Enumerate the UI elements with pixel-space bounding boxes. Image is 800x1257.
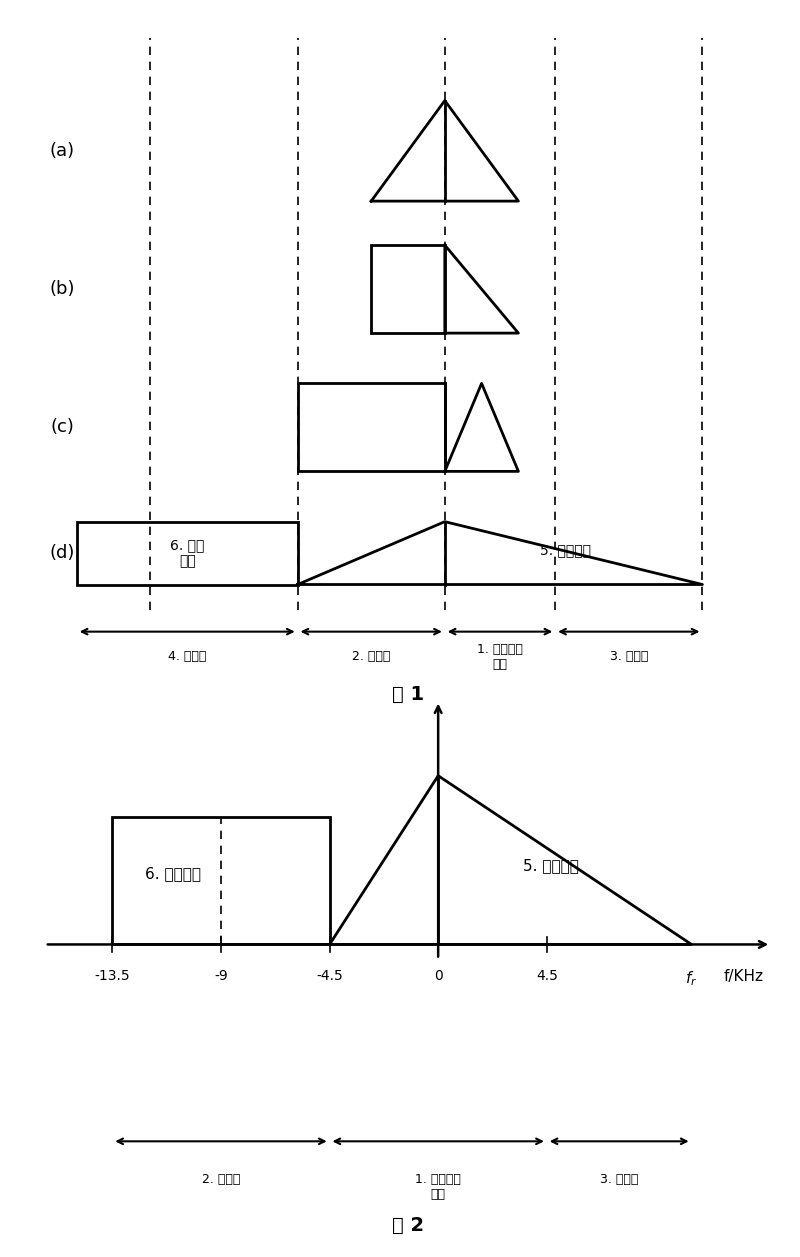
- Text: 图 1: 图 1: [392, 685, 424, 704]
- Text: 0: 0: [434, 969, 442, 983]
- Text: 4.5: 4.5: [536, 969, 558, 983]
- Text: 6. 数字
节目: 6. 数字 节目: [170, 538, 204, 568]
- Text: -13.5: -13.5: [94, 969, 130, 983]
- Text: 图 2: 图 2: [392, 1216, 424, 1236]
- Text: (b): (b): [50, 280, 75, 298]
- Text: 6. 数字节目: 6. 数字节目: [145, 866, 201, 881]
- Text: 5. 模拟节目: 5. 模拟节目: [522, 859, 578, 874]
- Text: 1. 模拟广播
频道: 1. 模拟广播 频道: [415, 1173, 461, 1202]
- Text: 4. 邻频道: 4. 邻频道: [168, 650, 206, 664]
- Text: 1. 模拟广播
频道: 1. 模拟广播 频道: [477, 642, 523, 671]
- Text: -9: -9: [214, 969, 228, 983]
- Text: f/KHz: f/KHz: [724, 969, 764, 984]
- Bar: [371, 245, 445, 333]
- Text: 3. 邻频道: 3. 邻频道: [610, 650, 648, 664]
- Text: (d): (d): [50, 544, 74, 562]
- Text: -4.5: -4.5: [316, 969, 343, 983]
- Text: $f_r$: $f_r$: [686, 969, 698, 988]
- Text: 5. 模拟节目: 5. 模拟节目: [541, 543, 591, 557]
- Text: (a): (a): [50, 142, 74, 160]
- Text: 2. 邻频道: 2. 邻频道: [202, 1173, 240, 1187]
- Bar: [77, 522, 298, 585]
- Text: 2. 邻频道: 2. 邻频道: [352, 650, 390, 664]
- Bar: [298, 383, 445, 471]
- Text: (c): (c): [50, 419, 74, 436]
- Text: 3. 邻频道: 3. 邻频道: [600, 1173, 638, 1187]
- Bar: [112, 817, 330, 944]
